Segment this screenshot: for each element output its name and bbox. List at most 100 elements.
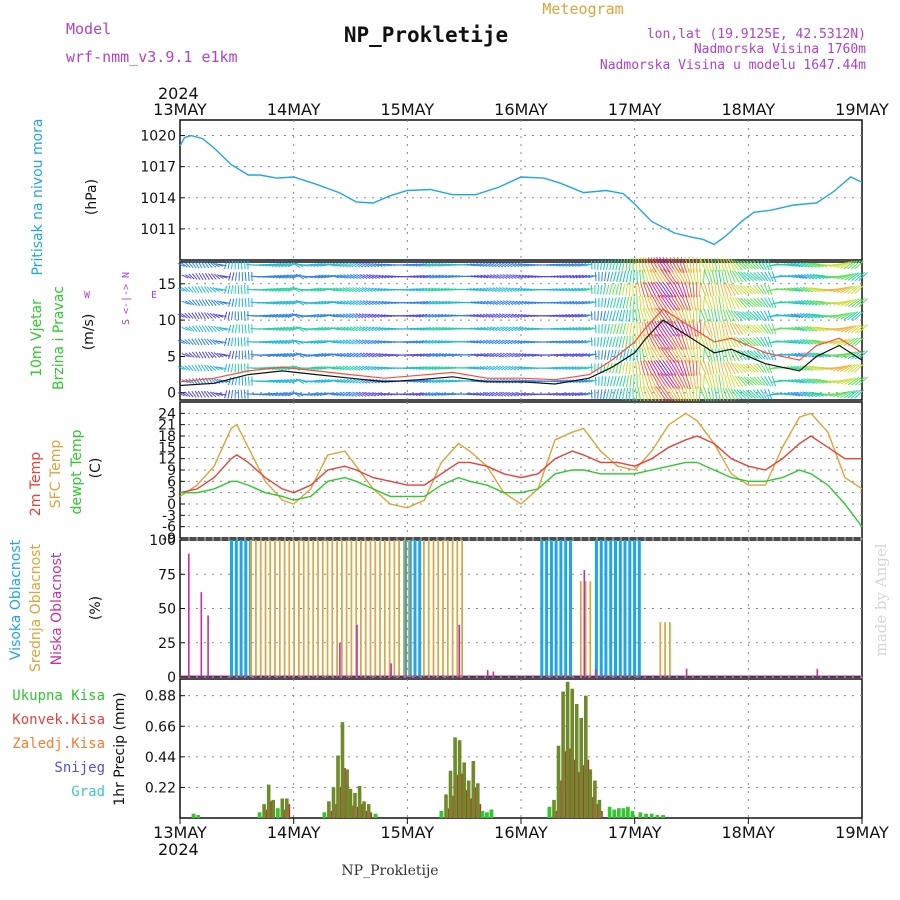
wind-arrow	[725, 283, 732, 297]
wind-arrow	[698, 308, 701, 324]
wind-arrow	[711, 322, 716, 336]
wind-arrow	[802, 262, 814, 268]
wind-arrow	[662, 334, 674, 350]
wind-arrow	[372, 274, 381, 279]
wind-arrow	[731, 270, 740, 283]
wind-arrow	[688, 294, 694, 311]
pressure-unit-label: (hPa)	[84, 179, 100, 215]
wind-arrow	[372, 300, 381, 305]
wind-arrow	[650, 281, 661, 298]
wind-arrow	[358, 339, 367, 345]
pressure-side-label: Pritisak na nivou mora	[30, 118, 46, 275]
wind-arrow	[235, 272, 238, 281]
wind-arrow	[438, 300, 448, 305]
high-cloud-bar	[549, 540, 553, 677]
wind-arrow	[684, 333, 690, 350]
wind-arrow	[206, 364, 213, 372]
mid-cloud-bar	[341, 540, 343, 677]
wind-arrow	[492, 339, 500, 345]
wind-arrow	[688, 268, 694, 285]
wind-arrow	[696, 373, 699, 389]
wind-arrow	[619, 297, 623, 309]
wind-arrow	[336, 313, 345, 318]
wind-arrow	[637, 387, 642, 402]
temp-ytick-label: 18	[158, 429, 176, 445]
wind-arrow	[378, 353, 387, 357]
wind-arrow	[231, 324, 235, 334]
mid-cloud-bar	[278, 540, 281, 677]
wind-arrow	[549, 366, 558, 370]
wind-arrow	[203, 312, 210, 320]
mid-cloud-bar	[369, 540, 372, 677]
wind-arrow	[473, 392, 482, 396]
wind-arrow	[594, 350, 597, 360]
wind-arrow	[753, 298, 763, 308]
wind-arrow	[562, 392, 571, 396]
wind-arrow	[582, 274, 591, 279]
wind-arrow	[739, 285, 750, 295]
wind-arrow	[585, 274, 594, 279]
wind-arrow	[441, 379, 451, 383]
wind-arrow	[574, 392, 584, 396]
wind-arrow	[760, 284, 767, 295]
wind-arrow	[469, 366, 479, 370]
wind-arrow	[428, 313, 437, 318]
wind-arrow	[600, 260, 603, 270]
wind-arrow	[314, 300, 324, 305]
wind-arrow	[213, 378, 221, 384]
wind-arrow	[760, 259, 767, 270]
wind-arrow	[840, 390, 853, 399]
wind-arrow	[359, 300, 368, 306]
wind-arrow	[224, 337, 228, 347]
wind-arrow	[284, 287, 295, 292]
wind-arrow	[569, 353, 578, 357]
wind-arrow	[317, 300, 327, 305]
wind-arrow	[244, 298, 247, 308]
wind-arrow	[219, 274, 228, 279]
wind-arrow	[619, 375, 623, 387]
precip-light-bar	[617, 808, 621, 818]
wind-arrow	[177, 392, 185, 397]
wind-arrow	[422, 274, 432, 279]
wind-arrow	[698, 257, 701, 273]
wind-arrow	[569, 300, 578, 305]
wind-arrow	[349, 391, 357, 397]
wind-arrow	[680, 373, 689, 390]
wind-arrow	[790, 365, 801, 371]
wind-arrow	[489, 262, 497, 268]
wind-arrow	[796, 287, 807, 293]
precip-total-bar	[574, 704, 579, 818]
wind-arrow	[714, 387, 718, 401]
wind-arrow	[480, 353, 489, 357]
wind-arrow	[512, 300, 520, 305]
pressure-ytick-label: 1020	[140, 129, 176, 145]
wind-arrow	[720, 387, 725, 401]
wind-arrow	[840, 364, 853, 372]
wind-arrow	[207, 273, 214, 280]
wind-arrow	[733, 336, 743, 348]
wind-arrow	[432, 274, 441, 279]
wind-arrow	[654, 347, 665, 363]
wind-arrow	[520, 340, 529, 344]
sfc-temp-line	[179, 412, 863, 509]
wind-arrow	[371, 262, 380, 267]
wind-arrow	[278, 379, 289, 384]
wind-arrow	[444, 353, 454, 357]
wind-arrow	[262, 392, 272, 396]
wind-arrow	[418, 263, 428, 267]
high-cloud-bar	[564, 540, 568, 677]
wind-arrow	[415, 287, 424, 292]
wind-arrow	[829, 365, 844, 371]
wind-arrow	[711, 269, 716, 284]
wind-arrow	[809, 352, 821, 358]
wind-arrow	[368, 391, 377, 397]
wind-arrow	[688, 307, 693, 324]
temp-ytick-label: 12	[158, 452, 176, 468]
wind-arrow	[412, 392, 421, 396]
wind-arrow	[231, 363, 234, 373]
wind-arrow	[425, 263, 434, 267]
wind-arrow	[349, 262, 357, 268]
precip-total-bar	[448, 770, 453, 818]
wind-arrow	[496, 326, 504, 332]
mid-cloud-bar	[383, 540, 386, 677]
